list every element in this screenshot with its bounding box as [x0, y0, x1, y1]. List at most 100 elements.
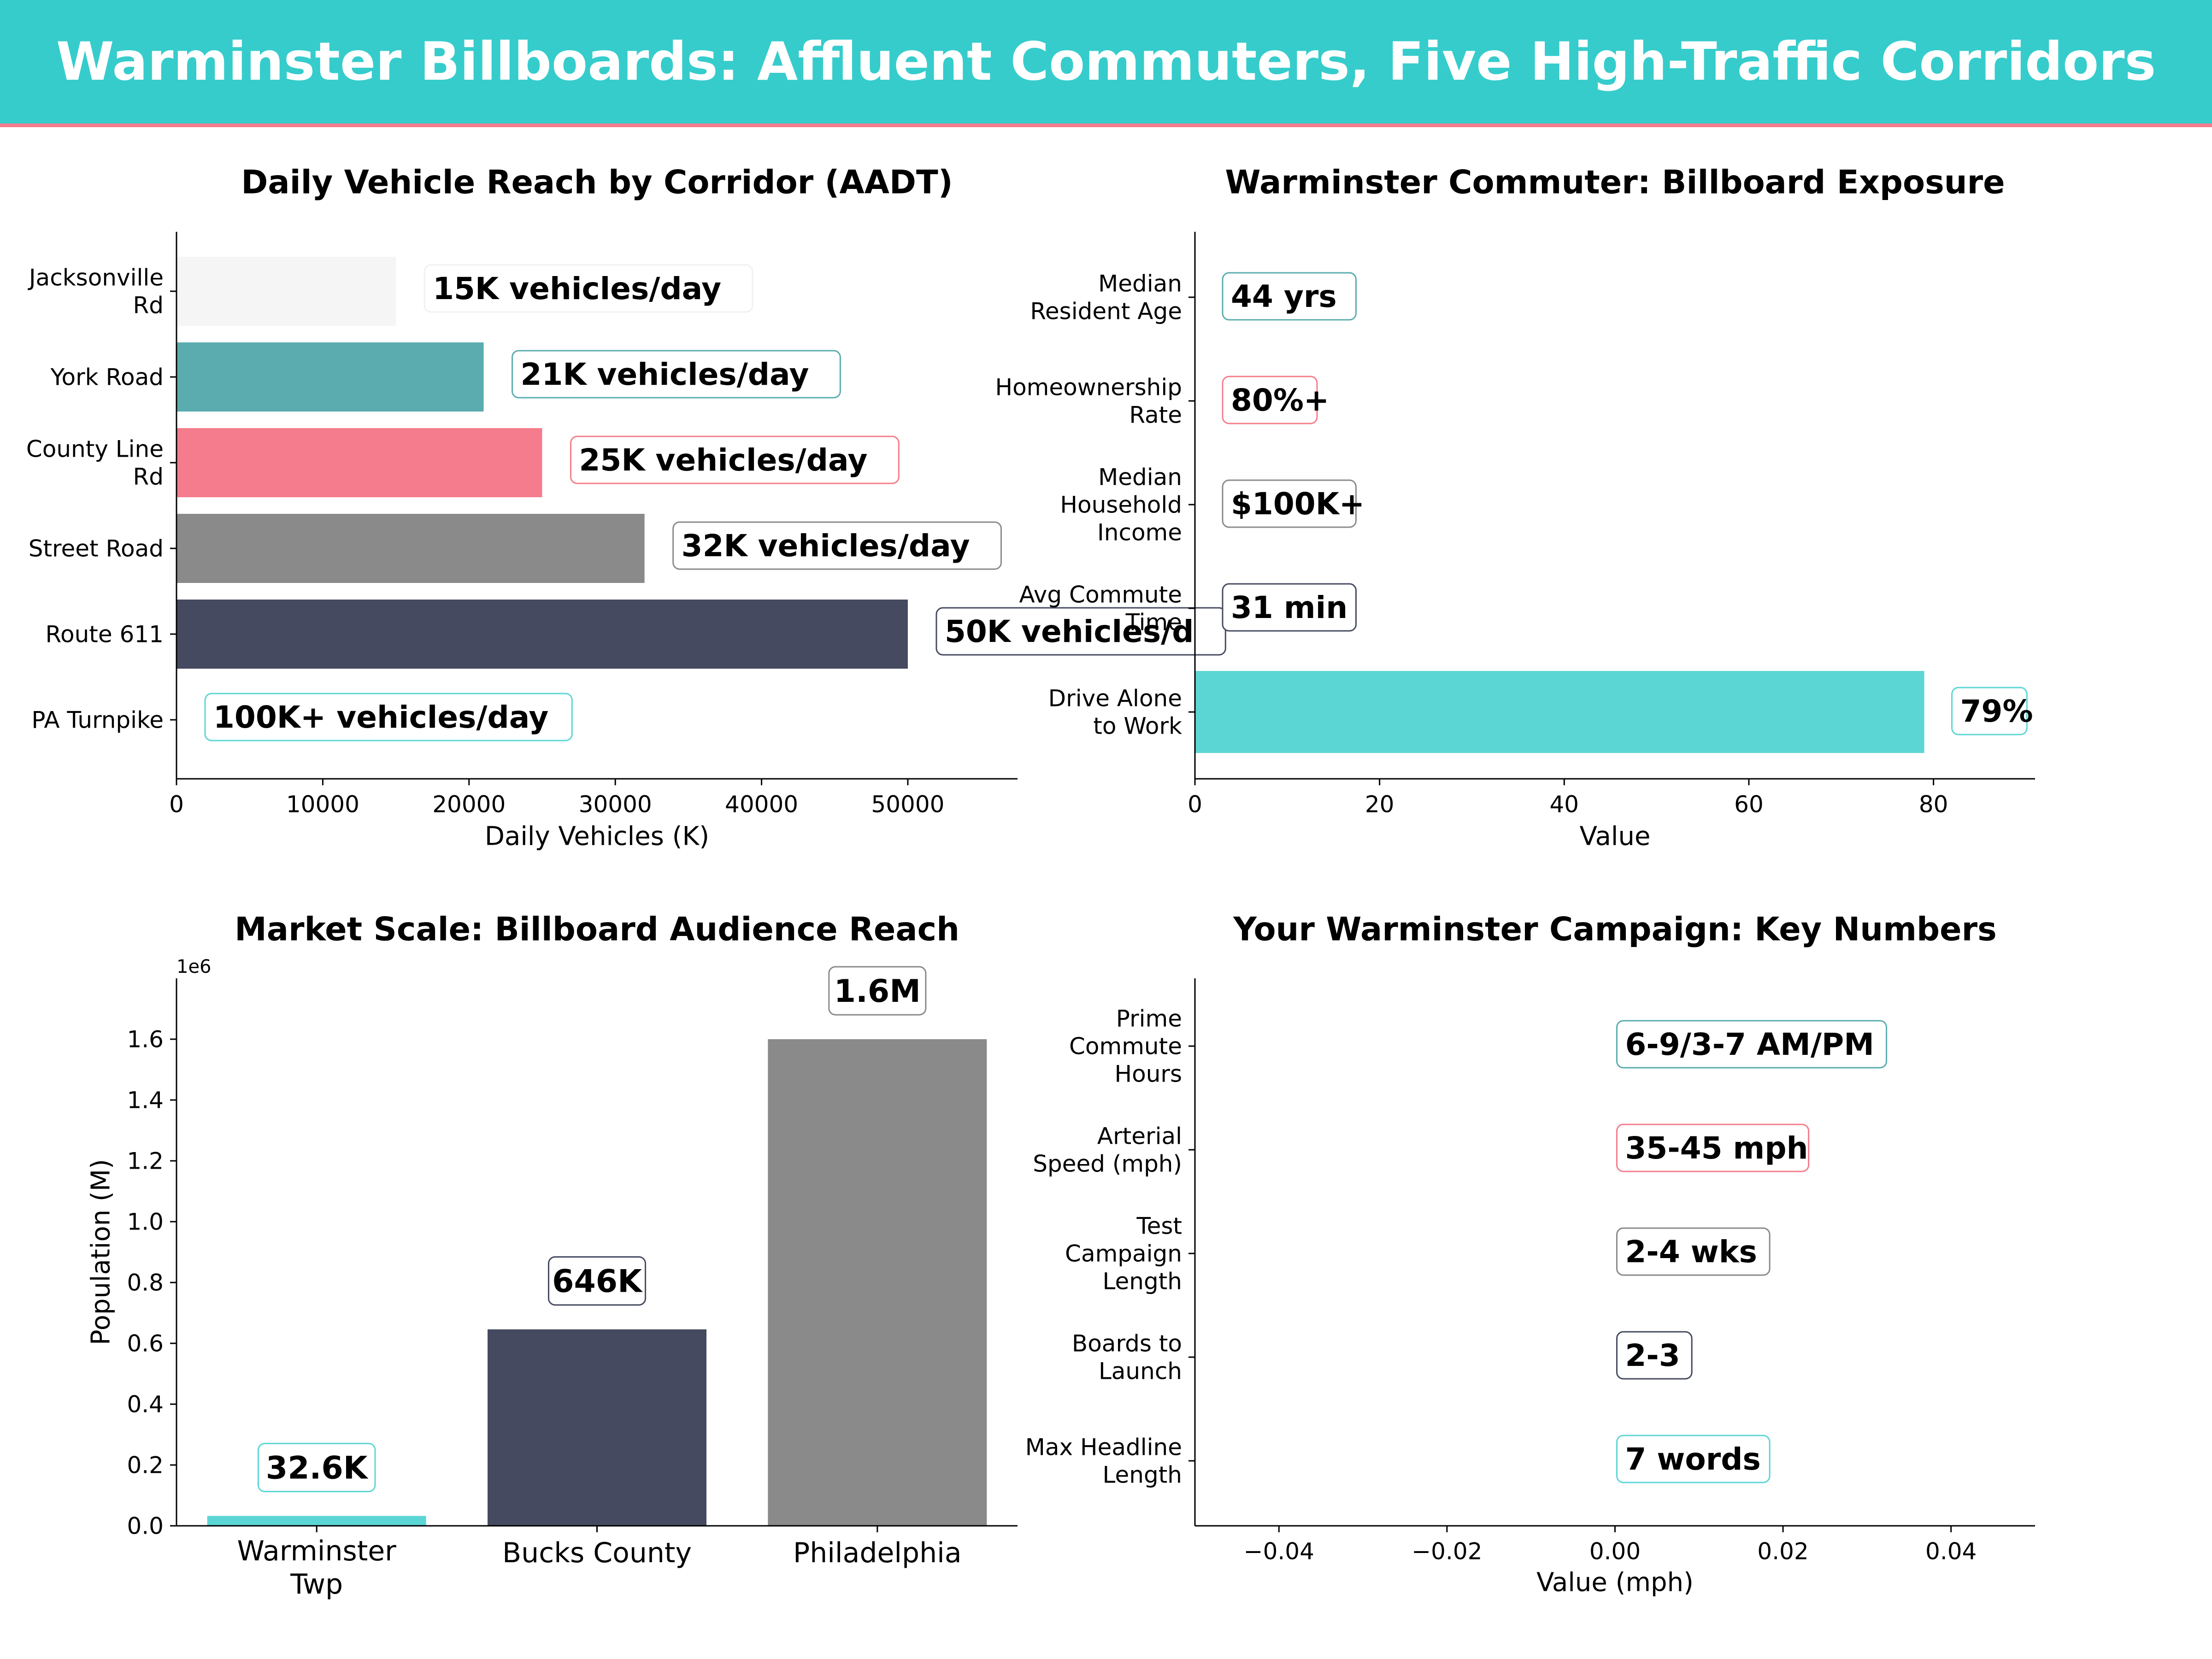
chart1-data-label: 32K vehicles/day [682, 528, 970, 564]
chart1-category-label: County Line Rd [26, 436, 164, 490]
chart4-category-label: Boards to Launch [1072, 1330, 1182, 1385]
chart2-data-label-group: 79% [1951, 687, 2033, 735]
chart4-xtick-label: 0.02 [1757, 1538, 1808, 1565]
chart1-category-label: PA Turnpike [31, 707, 164, 734]
chart1-category-label: Street Road [29, 535, 164, 562]
chart4-category-label: Arterial Speed (mph) [1033, 1123, 1182, 1177]
chart2-data-label-group: 80%+ [1222, 376, 1329, 424]
chart4-data-label: 6-9/3-7 AM/PM [1625, 1027, 1874, 1062]
chart4-category-label: Prime Commute Hours [1069, 1006, 1182, 1088]
chart2-data-label-box [1222, 376, 1318, 424]
chart2-bar [1195, 671, 1924, 753]
chart3-data-label-box [547, 1256, 647, 1306]
chart2-data-label-group: 44 yrs [1222, 272, 1357, 321]
title-banner: Warminster Billboards: Affluent Commuter… [0, 0, 2212, 127]
chart3-data-label-box [828, 966, 927, 1016]
chart4-xlabel: Value (mph) [1536, 1568, 1694, 1598]
chart1-data-label-group: 15K vehicles/day [424, 264, 753, 313]
chart2-data-label: 44 yrs [1231, 279, 1337, 314]
chart1-title: Daily Vehicle Reach by Corridor (AADT) [241, 164, 953, 201]
chart1-xlabel: Daily Vehicles (K) [485, 822, 709, 852]
chart3-ytick-label: 0.0 [127, 1513, 164, 1540]
chart4-xtick-label: 0.00 [1589, 1538, 1641, 1565]
chart3-bar [207, 1516, 426, 1526]
chart3-data-label: 646K [552, 1263, 643, 1300]
chart1-xtick-label: 20000 [432, 791, 506, 818]
chart1-data-label: 15K vehicles/day [433, 271, 721, 306]
chart1-xtick-label: 40000 [725, 791, 798, 818]
chart2-data-label: 79% [1960, 694, 2033, 729]
chart3-data-label-group: 646K [547, 1256, 647, 1306]
chart1-bar [176, 600, 908, 669]
chart3-ytick-label: 1.6 [127, 1026, 164, 1053]
chart4-data-label: 2-3 [1625, 1338, 1680, 1373]
chart1-bar [176, 342, 484, 412]
chart3-ytick-label: 0.6 [127, 1330, 164, 1357]
chart2-category-label: Median Household Income [1060, 464, 1182, 546]
chart4-data-label-group: 2-3 [1616, 1331, 1693, 1380]
chart1-category-label: York Road [50, 364, 164, 391]
chart2-data-label-box [1222, 583, 1357, 632]
chart1-bar [176, 257, 396, 326]
chart3-ylabel: Population (M) [86, 1159, 116, 1345]
chart1-bar [176, 428, 542, 497]
chart3-bar [488, 1329, 706, 1526]
chart2-data-label: 31 min [1231, 590, 1347, 625]
chart4-category-label: Max Headline Length [1025, 1434, 1182, 1488]
chart2-data-label-box [1222, 272, 1357, 321]
chart1-data-label-box [204, 693, 573, 741]
chart1-data-label-box [570, 435, 900, 484]
chart1-xtick-label: 50000 [871, 791, 944, 818]
chart3-ytick-label: 0.4 [127, 1391, 164, 1418]
chart3-data-label: 1.6M [834, 973, 921, 1010]
chart1-xtick-label: 30000 [579, 791, 652, 818]
chart1-category-label: Jacksonville Rd [28, 265, 164, 319]
chart4-data-label: 7 words [1625, 1441, 1761, 1477]
chart3-category-label: Philadelphia [793, 1537, 962, 1569]
chart1-data-label: 25K vehicles/day [579, 442, 867, 478]
chart3-ytick-label: 1.2 [127, 1148, 164, 1175]
chart1-xtick-label: 0 [169, 791, 184, 818]
chart4-data-label: 35-45 mph [1625, 1130, 1808, 1166]
chart3-title: Market Scale: Billboard Audience Reach [235, 911, 959, 948]
chart1-data-label: 50K vehicles/d [945, 614, 1194, 649]
chart2-xtick-label: 20 [1365, 791, 1394, 818]
chart4-data-label-group: 6-9/3-7 AM/PM [1616, 1020, 1888, 1069]
chart3-offset-label: 1e6 [176, 956, 212, 977]
chart4-xtick-label: −0.04 [1244, 1538, 1314, 1565]
chart2-xtick-label: 60 [1734, 791, 1764, 818]
chart1-category-label: Route 611 [46, 621, 164, 648]
chart3-bar [768, 1039, 987, 1526]
chart4-data-label-box [1616, 1331, 1693, 1380]
chart4-data-label-box [1616, 1227, 1771, 1276]
chart1-data-label-group: 21K vehicles/day [512, 350, 841, 399]
chart4-data-label-group: 7 words [1616, 1435, 1771, 1483]
chart1-data-label-group: 32K vehicles/day [672, 521, 1002, 570]
chart1-bar [176, 514, 645, 583]
chart1-data-label-box [672, 521, 1002, 570]
chart2-category-label: Homeownership Rate [995, 374, 1182, 429]
chart1-data-label-box [512, 350, 841, 399]
chart3-ytick-label: 0.2 [127, 1452, 164, 1479]
chart4-data-label: 2-4 wks [1625, 1234, 1757, 1270]
chart2-data-label-group: $100K+ [1222, 479, 1365, 528]
chart4-data-label-box [1616, 1124, 1810, 1172]
chart2-data-label-box [1222, 479, 1357, 528]
chart3-data-label-group: 1.6M [828, 966, 927, 1016]
chart3-ytick-label: 1.0 [127, 1209, 164, 1235]
chart3-category-label: Bucks County [502, 1537, 692, 1569]
chart4-data-label-box [1616, 1435, 1771, 1483]
chart2-category-label: Avg Commute Time [1019, 582, 1182, 636]
chart4-category-label: Test Campaign Length [1065, 1213, 1182, 1295]
chart2-xtick-label: 40 [1550, 791, 1579, 818]
chart1-data-label: 21K vehicles/day [521, 357, 809, 392]
page-title: Warminster Billboards: Affluent Commuter… [56, 31, 2156, 92]
chart2-category-label: Drive Alone to Work [1048, 685, 1182, 740]
chart4-data-label-box [1616, 1020, 1888, 1069]
chart2-xlabel: Value [1580, 822, 1651, 852]
chart1-data-label-group: 50K vehicles/d [935, 607, 1226, 656]
chart2-xtick-label: 80 [1919, 791, 1948, 818]
chart2-title: Warminster Commuter: Billboard Exposure [1225, 164, 2005, 201]
chart2-data-label: $100K+ [1231, 486, 1365, 522]
